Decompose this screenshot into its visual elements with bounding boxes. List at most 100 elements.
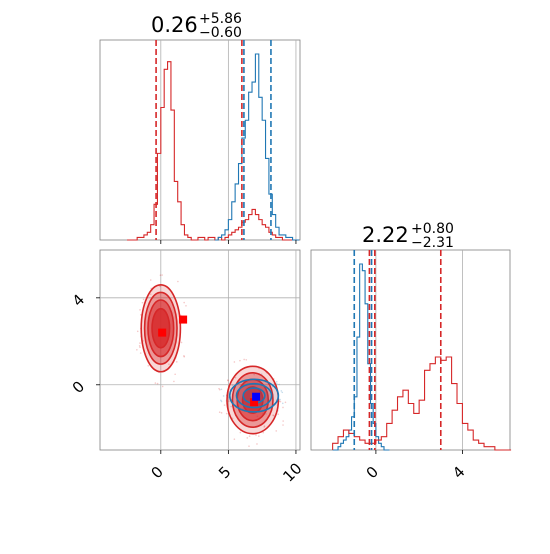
hist-param2-panel <box>310 249 512 454</box>
scatter-point <box>233 438 236 440</box>
scatter-point <box>218 387 220 390</box>
contour-level <box>151 307 171 349</box>
scatter-point <box>263 425 266 427</box>
scatter-point <box>139 346 141 348</box>
scatter-point <box>180 341 183 344</box>
scatter-point <box>156 382 159 385</box>
scatter-point <box>275 381 278 383</box>
scatter-point <box>159 274 162 277</box>
scatter-point <box>175 361 178 363</box>
scatter-point <box>174 373 176 376</box>
scatter-point <box>220 400 223 403</box>
scatter-point <box>139 352 142 354</box>
hist-param1-panel <box>99 39 301 244</box>
scatter-point <box>275 382 278 385</box>
scatter-point <box>255 434 257 436</box>
scatter-point <box>277 413 279 416</box>
contour-ytick-label: 4 <box>69 291 88 310</box>
title-param2-sub: −2.31 <box>411 235 454 251</box>
hist-param2-series-1 <box>332 356 512 451</box>
scatter-point <box>272 414 275 417</box>
scatter-point <box>223 404 226 406</box>
scatter-point <box>154 382 157 384</box>
scatter-point <box>258 435 260 437</box>
scatter-point <box>149 293 152 295</box>
scatter-point <box>253 373 255 376</box>
scatter-point <box>219 388 221 391</box>
scatter-point <box>248 445 250 447</box>
scatter-point <box>136 348 138 351</box>
scatter-point <box>177 280 179 283</box>
contour-xtick-label: 5 <box>215 463 234 482</box>
scatter-point <box>234 376 237 379</box>
title-param1-sub: −0.60 <box>199 25 242 41</box>
scatter-point <box>183 301 185 304</box>
scatter-point <box>147 364 150 367</box>
scatter-point <box>136 330 139 333</box>
scatter-point <box>279 398 281 401</box>
scatter-point <box>185 304 187 307</box>
scatter-point <box>159 285 161 288</box>
scatter-point <box>284 401 287 404</box>
hist-param2-xtick-label: 4 <box>449 463 468 482</box>
hist-param1-series-0 <box>127 61 300 241</box>
scatter-point <box>275 430 278 432</box>
scatter-point <box>256 443 258 445</box>
scatter-point <box>168 363 170 366</box>
scatter-point <box>218 411 221 414</box>
scatter-point <box>230 405 232 408</box>
scatter-point <box>281 402 284 405</box>
point-marker <box>158 328 167 337</box>
scatter-point <box>263 426 266 428</box>
scatter-point <box>227 379 229 381</box>
point-marker <box>179 315 188 324</box>
contour-ytick-label: 0 <box>69 378 88 397</box>
hist-param2-xtick-label: 0 <box>363 463 382 482</box>
scatter-point <box>272 414 274 416</box>
hist-param1-frame <box>99 39 301 241</box>
hist-param2-frame <box>310 249 511 451</box>
scatter-point <box>282 420 284 422</box>
scatter-point <box>142 298 145 301</box>
scatter-point <box>282 406 284 409</box>
scatter-point <box>183 355 186 358</box>
scatter-point <box>139 309 141 311</box>
scatter-point <box>220 388 223 391</box>
scatter-point <box>239 431 242 434</box>
title-param1-value: 0.26 <box>151 13 198 37</box>
scatter-point <box>233 361 236 363</box>
scatter-point <box>183 355 185 357</box>
scatter-point <box>248 435 251 437</box>
scatter-point <box>231 384 234 387</box>
title-param1: 0.26 +5.86 −0.60 <box>151 11 242 41</box>
scatter-point <box>280 390 283 392</box>
contour-xtick-label: 10 <box>279 459 305 485</box>
scatter-point <box>282 424 284 426</box>
scatter-point <box>149 279 152 281</box>
scatter-point <box>278 383 280 386</box>
hist-param1-series-1 <box>214 53 300 241</box>
contour-xtick-label: 0 <box>148 463 167 482</box>
scatter-point <box>239 359 241 362</box>
scatter-point <box>141 301 144 304</box>
scatter-point <box>227 379 229 382</box>
scatter-point <box>173 380 175 383</box>
scatter-point <box>139 342 141 344</box>
scatter-point <box>140 313 142 316</box>
title-param2: 2.22 +0.80 −2.31 <box>362 221 454 251</box>
scatter-point <box>279 400 282 403</box>
title-param1-sup: +5.86 <box>199 11 242 27</box>
scatter-point <box>222 395 225 397</box>
contour-panel <box>96 249 301 454</box>
scatter-point <box>265 413 267 415</box>
scatter-point <box>220 399 222 402</box>
scatter-point <box>245 358 248 361</box>
scatter-point <box>138 344 141 347</box>
point-marker <box>250 398 259 407</box>
title-param2-sup: +0.80 <box>411 221 454 237</box>
scatter-point <box>161 385 164 388</box>
scatter-point <box>243 358 245 361</box>
title-param2-value: 2.22 <box>362 223 409 247</box>
